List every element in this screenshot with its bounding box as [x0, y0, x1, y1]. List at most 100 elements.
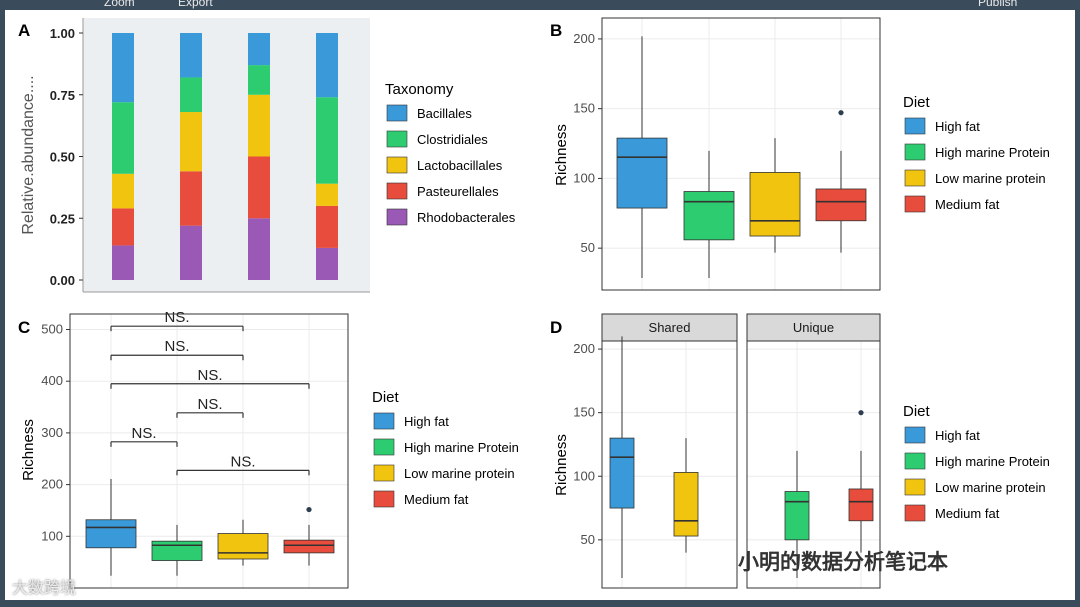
c-legend-title: Diet: [372, 389, 400, 406]
a-legend-label: Clostridiales: [417, 132, 488, 147]
b-box: [683, 191, 735, 241]
b-legend-title: Diet: [903, 94, 931, 111]
c-signif-label: NS.: [197, 396, 222, 413]
c-legend-label: High fat: [404, 414, 449, 429]
a-bar-segment: [248, 94, 270, 157]
b-legend-swatch: [904, 117, 926, 135]
d-ytick-label: 200: [573, 341, 595, 356]
a-legend-swatch: [386, 104, 408, 122]
c-outlier-point: [306, 506, 312, 513]
a-legend-title: Taxonomy: [385, 81, 454, 98]
a-ytick-label: 0.00: [50, 273, 75, 288]
b-ytick-label: 100: [573, 170, 595, 185]
a-ytick-label: 0.25: [50, 211, 75, 226]
a-legend-label: Rhodobacterales: [417, 210, 516, 225]
panel-b-tag: B: [550, 21, 562, 40]
d-facet-strip: [601, 313, 738, 342]
b-ytick-label: 50: [581, 240, 595, 255]
c-ytick-label: 300: [41, 425, 63, 440]
viewer-bottom-border: [0, 600, 1080, 607]
b-box: [749, 172, 801, 237]
viewer-toolbar: Zoom Export Publish: [0, 0, 1080, 10]
c-legend-label: High marine Protein: [404, 440, 519, 455]
d-ylabel: Richness: [553, 434, 570, 496]
b-ytick-label: 150: [573, 101, 595, 116]
d-box: [673, 472, 699, 537]
zoom-button[interactable]: Zoom: [104, 0, 135, 9]
c-legend-label: Medium fat: [404, 492, 469, 507]
a-legend-swatch: [386, 182, 408, 200]
c-box: [283, 539, 335, 554]
d-facet-label: Unique: [793, 320, 834, 335]
d-plot-background: [747, 341, 880, 588]
b-legend-swatch: [904, 195, 926, 213]
c-signif-label: NS.: [131, 425, 156, 442]
b-legend-label: Medium fat: [935, 197, 1000, 212]
a-bar-segment: [112, 33, 134, 103]
a-bar-segment: [112, 245, 134, 280]
b-ytick-label: 200: [573, 31, 595, 46]
c-signif-label: NS.: [164, 338, 189, 355]
d-box: [784, 491, 810, 541]
watermark-left: 大数跨境: [12, 578, 77, 597]
c-signif-label: NS.: [197, 367, 222, 384]
b-legend-label: High fat: [935, 119, 980, 134]
a-legend-swatch: [386, 208, 408, 226]
a-ytick-label: 0.50: [50, 150, 75, 165]
c-ytick-label: 200: [41, 477, 63, 492]
c-legend-swatch: [373, 438, 395, 456]
a-bar-segment: [180, 112, 202, 172]
a-bar-segment: [316, 97, 338, 184]
panel-c-tag: C: [18, 318, 30, 337]
a-legend-swatch: [386, 156, 408, 174]
a-bar-segment: [180, 77, 202, 113]
panel-d-tag: D: [550, 318, 562, 337]
a-bar-segment: [112, 173, 134, 209]
b-outlier-point: [838, 110, 844, 116]
a-bar-segment: [112, 102, 134, 174]
a-bar-segment: [180, 33, 202, 78]
d-outlier-point: [858, 410, 864, 416]
d-legend-label: Medium fat: [935, 506, 1000, 521]
export-button[interactable]: Export: [178, 0, 213, 9]
c-ytick-label: 400: [41, 373, 63, 388]
a-bar-segment: [248, 65, 270, 95]
panel-a-tag: A: [18, 21, 30, 40]
d-ytick-label: 100: [573, 468, 595, 483]
d-box: [848, 488, 874, 522]
a-legend-label: Pasteurellales: [417, 184, 499, 199]
b-panel-border: [601, 17, 881, 291]
c-ytick-label: 500: [41, 322, 63, 337]
a-bar-segment: [248, 33, 270, 66]
d-legend-swatch: [904, 478, 926, 496]
a-legend-label: Lactobacillales: [417, 158, 503, 173]
d-facet-strip: [746, 313, 881, 342]
b-legend-label: Low marine protein: [935, 171, 1046, 186]
b-legend-swatch: [904, 169, 926, 187]
c-panel-border: [69, 313, 349, 589]
d-legend-title: Diet: [903, 403, 931, 420]
watermark-right: 小明的数据分析笔记本: [738, 550, 948, 574]
c-ytick-label: 100: [41, 528, 63, 543]
a-legend-swatch: [386, 130, 408, 148]
d-ytick-label: 50: [581, 532, 595, 547]
d-legend-label: High marine Protein: [935, 454, 1050, 469]
a-bar-segment: [316, 33, 338, 98]
a-bar-segment: [316, 247, 338, 280]
c-legend-swatch: [373, 412, 395, 430]
a-bar-segment: [248, 218, 270, 280]
b-legend-label: High marine Protein: [935, 145, 1050, 160]
publish-button[interactable]: Publish: [978, 0, 1018, 9]
d-legend-swatch: [904, 504, 926, 522]
b-box: [815, 188, 867, 222]
d-box: [609, 437, 635, 509]
a-bar-segment: [112, 208, 134, 246]
a-bar-segment: [248, 156, 270, 219]
viewer-frame: [0, 10, 1080, 602]
b-box: [616, 137, 668, 209]
d-panel-border: [746, 340, 881, 589]
a-bar-segment: [316, 205, 338, 248]
b-legend-swatch: [904, 143, 926, 161]
a-ytick-label: 1.00: [50, 26, 75, 41]
